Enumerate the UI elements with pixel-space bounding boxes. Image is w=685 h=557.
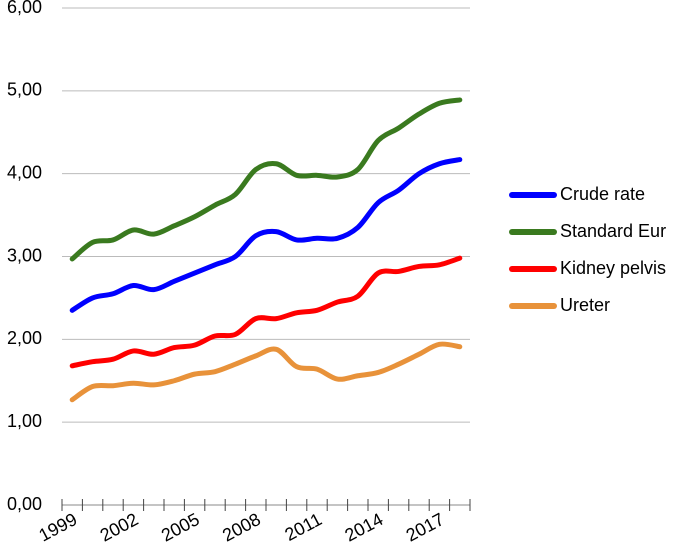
line-series [69, 255, 463, 369]
line-series [69, 97, 463, 262]
legend-label: Kidney pelvis [560, 258, 666, 278]
x-tick-label: 2017 [403, 509, 448, 545]
y-tick-label: 3,00 [7, 245, 42, 265]
legend-label: Crude rate [560, 184, 645, 204]
x-tick-label: 2014 [342, 509, 387, 545]
x-tick-label: 2011 [282, 509, 326, 545]
x-tick-label: 2008 [219, 509, 264, 545]
y-tick-label: 4,00 [7, 162, 42, 182]
x-tick-label: 1999 [36, 509, 81, 545]
y-tick-label: 6,00 [7, 0, 42, 17]
x-tick-label: 2005 [158, 509, 203, 545]
y-tick-label: 1,00 [7, 411, 42, 431]
legend-label: Ureter [560, 295, 610, 315]
line-series [69, 341, 463, 403]
line-series [69, 157, 463, 313]
y-tick-label: 2,00 [7, 328, 42, 348]
x-tick-label: 2002 [97, 509, 142, 545]
y-tick-label: 5,00 [7, 80, 42, 100]
y-tick-label: 0,00 [7, 494, 42, 514]
legend-label: Standard Eur [560, 221, 666, 241]
